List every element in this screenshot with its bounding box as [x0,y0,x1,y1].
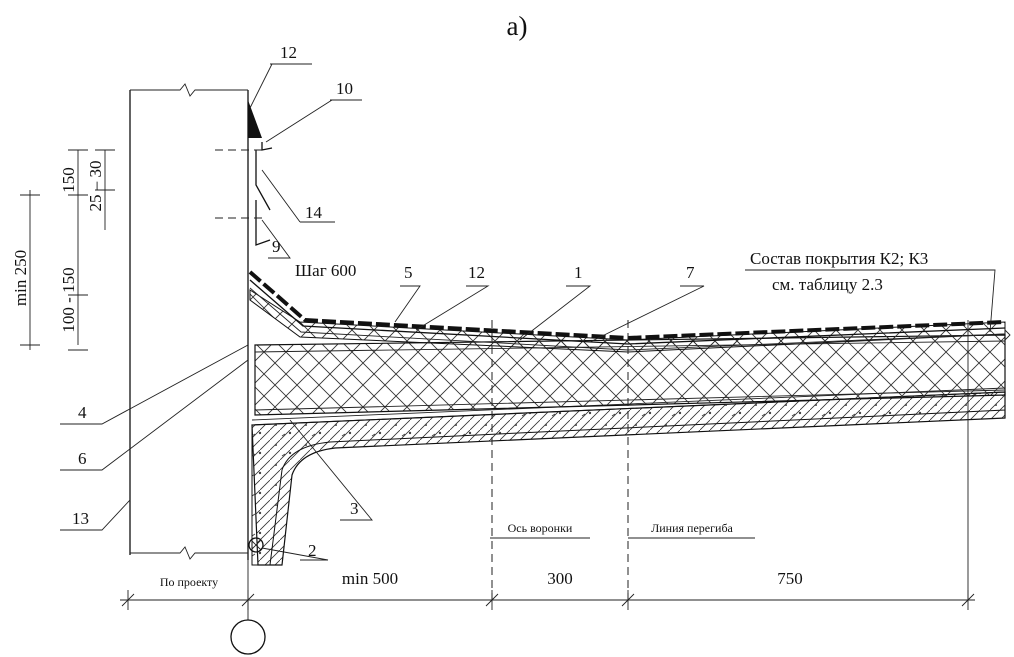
dimension: min 500 [342,569,398,588]
axis-label: Линия перегиба [651,521,733,535]
callout: 3 [350,499,359,518]
layer-note: Состав покрытия К2; К3 [750,249,928,268]
axis-label: Ось воронки [508,521,573,535]
drawing-line [130,90,248,560]
callout: 2 [308,541,317,560]
drawing-line [248,538,755,620]
callout: 9 [272,237,281,256]
drawing-line [215,150,262,218]
callout: 12 [468,263,485,282]
drawing: а) 12 10 14 9 Шаг 600 5 12 1 7 Состав по… [0,0,1014,657]
dimension: 750 [777,569,803,588]
drawing-line [130,84,248,559]
structure [20,64,1010,654]
callout: 13 [72,509,89,528]
layer-note: см. таблицу 2.3 [772,275,883,294]
step-note: Шаг 600 [295,261,356,280]
dimension: 300 [547,569,573,588]
drawing-line [231,620,265,654]
callout: 1 [574,263,583,282]
callout: 10 [336,79,353,98]
dimension: 100 - 150 [59,267,78,332]
labels: а) 12 10 14 9 Шаг 600 5 12 1 7 Состав по… [11,11,928,589]
callout: 12 [280,43,297,62]
callout: 14 [305,203,323,222]
callout: 7 [686,263,695,282]
callout: 6 [78,449,87,468]
callout: 5 [404,263,413,282]
title: а) [507,11,528,41]
drawing-line [248,100,262,138]
dimension: 25 – 30 [86,161,105,212]
drawing-line [256,142,272,245]
dimension: 150 [59,167,78,193]
dimension: min 250 [11,250,30,306]
drawing-line [60,64,995,560]
callout: 4 [78,403,87,422]
dimension: По проекту [160,575,218,589]
